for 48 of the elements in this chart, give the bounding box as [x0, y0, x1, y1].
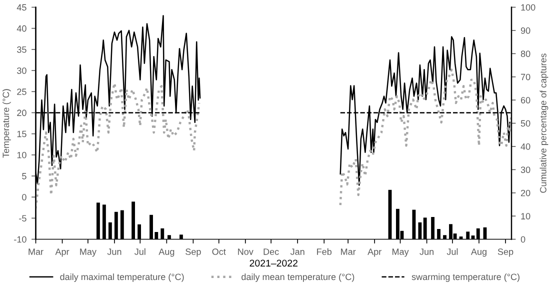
y-tick-label: 25 — [17, 88, 26, 95]
y-tick-label: -10 — [14, 236, 26, 243]
y-tick-label: 45 — [16, 4, 26, 11]
x-tick-label: May — [80, 248, 96, 257]
x-tick-label: Apr — [55, 248, 70, 257]
y2-tick-label: 70 — [520, 74, 530, 80]
x-tick-label: Feb — [317, 248, 332, 255]
x-tick-label: Sep — [186, 248, 201, 257]
y2-tick-label: 30 — [520, 166, 530, 174]
y-tick-label: 30 — [17, 67, 26, 74]
y2-tick-label: 80 — [520, 50, 530, 58]
x-tick-label: Aug — [158, 248, 174, 257]
y2-tick-label: 50 — [520, 120, 530, 127]
y-tick-label: 40 — [16, 25, 26, 32]
x-tick-label: Jul — [446, 248, 458, 255]
x-tick-label: Jul — [134, 248, 146, 255]
x-tick-label: Mar — [341, 248, 356, 255]
x-tick-label: Aug — [470, 248, 486, 257]
legend-label: daily maximal temperature (°C) — [60, 273, 184, 282]
y2-tick-label: 0 — [520, 236, 526, 243]
y2-tick-label: 60 — [520, 97, 530, 104]
y2-tick-label: 40 — [520, 143, 530, 150]
x-axis-title: 2021–2022 — [250, 260, 298, 267]
y-tick-label: 15 — [17, 130, 26, 138]
x-tick-label: Jan — [290, 248, 304, 255]
y-tick-label: 20 — [17, 110, 26, 116]
legend-label: swarming temperature (°C) — [412, 273, 520, 282]
y-tick-label: -5 — [19, 215, 26, 222]
x-tick-label: Sep — [498, 248, 514, 257]
y2-tick-label: 20 — [520, 190, 530, 196]
y2-tick-label: 10 — [521, 213, 530, 220]
x-tick-label: Nov — [238, 248, 254, 255]
legend-label: daily mean temperature (°C) — [242, 273, 354, 282]
y-tick-label: 35 — [17, 46, 26, 53]
y2-tick-label: 90 — [520, 27, 530, 34]
y2-tick-label: 100 — [521, 4, 536, 11]
y-tick-label: 10 — [17, 152, 26, 158]
x-tick-label: Apr — [368, 248, 382, 257]
x-tick-label: Dec — [264, 248, 279, 255]
y-tick-label: 0 — [22, 194, 26, 200]
x-tick-label: Mar — [28, 248, 44, 255]
x-tick-label: Oct — [212, 248, 226, 255]
y-tick-label: 5 — [22, 173, 26, 180]
x-tick-label: Jun — [107, 248, 122, 255]
x-tick-label: Jun — [420, 248, 434, 255]
y2-axis-title: Cumulative percentage of captures — [540, 54, 548, 193]
y-axis-title: Temperature (°C) — [2, 89, 11, 158]
x-tick-label: May — [392, 248, 409, 257]
